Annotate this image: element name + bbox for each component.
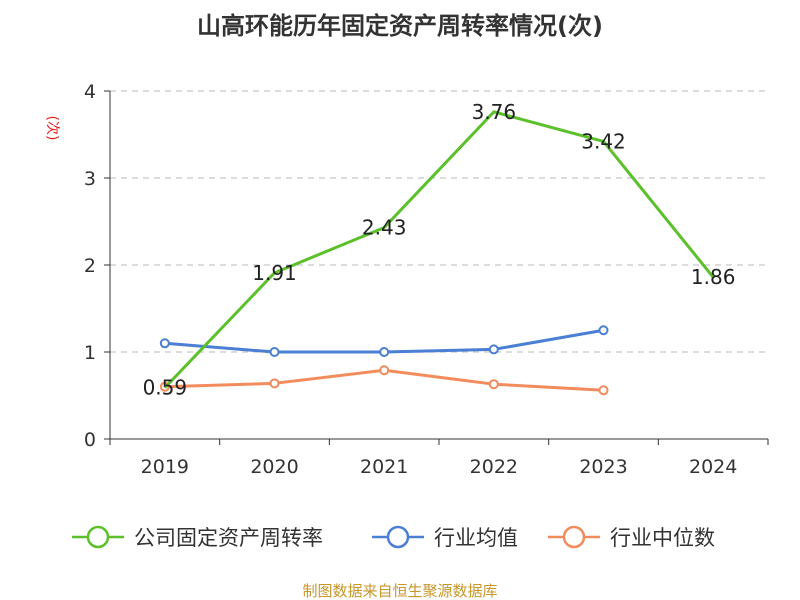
y-tick-label: 4: [84, 81, 96, 103]
y-tick-label: 2: [84, 255, 96, 277]
data-point: [488, 379, 499, 390]
legend-marker: [86, 525, 110, 549]
data-label: 0.59: [143, 376, 188, 400]
x-tick-label: 2024: [689, 456, 737, 478]
data-point: [598, 385, 609, 396]
y-tick-label: 1: [84, 342, 96, 364]
chart-title: 山高环能历年固定资产周转率情况(次): [197, 12, 603, 40]
data-label: 3.76: [472, 100, 517, 124]
data-label: 3.42: [581, 129, 626, 153]
data-point: [379, 347, 390, 357]
x-tick-label: 2019: [141, 456, 189, 478]
source-note: 制图数据来自恒生聚源数据库: [302, 582, 497, 600]
y-axis-label: (次): [44, 116, 60, 141]
y-tick-label: 0: [84, 429, 96, 451]
legend-label: 行业中位数: [610, 526, 715, 550]
data-labels: 0.59 1.91 2.43 3.76 3.42 1.86: [143, 100, 736, 400]
x-tick-label: 2021: [360, 456, 408, 478]
series-group: [159, 110, 715, 396]
data-label: 1.91: [252, 261, 297, 285]
series-line: [163, 110, 715, 389]
legend-marker: [386, 525, 410, 549]
x-tick-label: 2022: [470, 456, 518, 478]
data-label: 2.43: [362, 216, 407, 240]
legend: 公司固定资产周转率 行业均值 行业中位数: [72, 525, 715, 550]
x-tick-label: 2023: [579, 456, 627, 478]
legend-label: 行业均值: [434, 526, 518, 550]
data-point: [379, 365, 390, 376]
data-point: [488, 344, 499, 355]
data-label: 1.86: [691, 265, 736, 289]
data-point: [159, 338, 170, 349]
y-tick-label: 3: [84, 168, 96, 190]
data-point: [269, 378, 280, 389]
data-point: [598, 325, 609, 336]
legend-marker: [562, 525, 586, 549]
x-tick-label: 2020: [250, 456, 298, 478]
axes: 0 1 2 3 4 2019 2020 2021 2022 2023 2024: [84, 81, 769, 478]
data-point: [269, 347, 280, 357]
legend-label: 公司固定资产周转率: [134, 526, 323, 550]
